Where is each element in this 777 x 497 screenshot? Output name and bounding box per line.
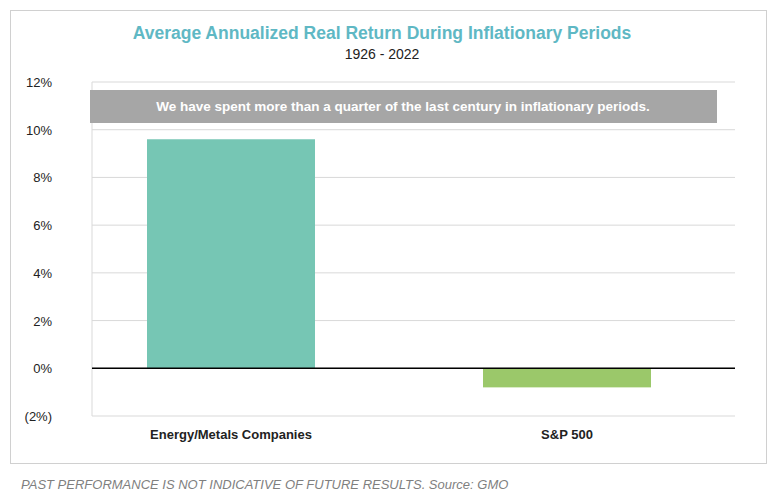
subtitle: 1926 - 2022 — [345, 46, 420, 62]
y-tick-label: 6% — [33, 218, 52, 233]
y-tick-label: 10% — [26, 123, 52, 138]
y-tick-label: 4% — [33, 266, 52, 281]
x-tick-label: Energy/Metals Companies — [150, 427, 312, 442]
y-axis-line — [92, 82, 93, 416]
grid — [92, 82, 735, 416]
y-tick-label: (2%) — [25, 409, 52, 424]
chart-frame — [11, 11, 767, 464]
y-tick-label: 8% — [33, 170, 52, 185]
footnote: PAST PERFORMANCE IS NOT INDICATIVE OF FU… — [21, 477, 508, 492]
page: {"chart_data": {"type": "bar", "title": … — [0, 0, 777, 497]
y-tick-label: 0% — [33, 361, 52, 376]
bar — [147, 139, 315, 368]
annotation: We have spent more than a quarter of the… — [156, 99, 649, 114]
grid-line — [92, 368, 735, 369]
y-tick-label: 12% — [26, 75, 52, 90]
zero-line — [92, 368, 735, 370]
bar — [483, 368, 651, 387]
x-tick-label: S&P 500 — [541, 427, 593, 442]
title: Average Annualized Real Return During In… — [133, 23, 632, 43]
chart: Average Annualized Real Return During In… — [0, 0, 777, 497]
grid-line — [92, 82, 735, 83]
grid-line — [92, 416, 735, 417]
bars — [147, 139, 651, 387]
grid-line — [92, 129, 735, 130]
annotation-box — [90, 90, 717, 123]
y-tick-label: 2% — [33, 314, 52, 329]
